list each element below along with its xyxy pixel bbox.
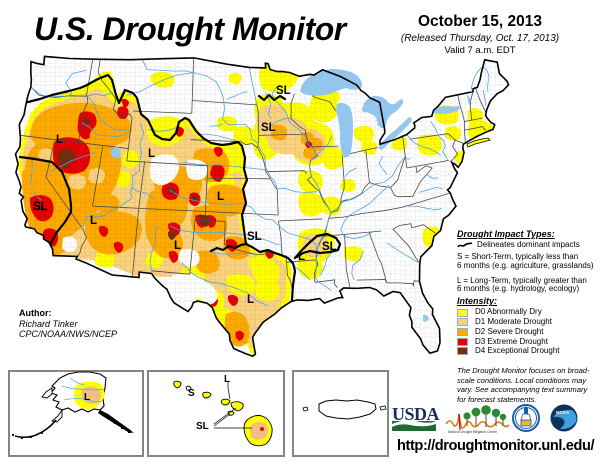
svg-text:L: L — [224, 374, 230, 385]
svg-text:SL: SL — [322, 241, 337, 253]
svg-text:USDA: USDA — [392, 404, 440, 424]
svg-text:L: L — [56, 134, 63, 146]
svg-text:National Drought Mitigation Ce: National Drought Mitigation Center — [448, 430, 498, 434]
svg-text:L: L — [247, 294, 254, 306]
svg-text:SL: SL — [261, 122, 276, 134]
svg-text:SL: SL — [33, 201, 48, 213]
svg-text:SL: SL — [276, 85, 291, 97]
svg-text:L: L — [84, 392, 90, 403]
svg-text:L: L — [174, 240, 181, 252]
svg-text:L: L — [298, 251, 305, 263]
svg-text:NOAA: NOAA — [556, 410, 570, 415]
svg-text:S: S — [188, 388, 195, 399]
svg-text:L: L — [148, 148, 155, 160]
svg-text:SL: SL — [247, 231, 262, 243]
svg-text:L: L — [217, 191, 224, 203]
svg-text:SL: SL — [196, 421, 209, 432]
svg-text:L: L — [90, 215, 97, 227]
